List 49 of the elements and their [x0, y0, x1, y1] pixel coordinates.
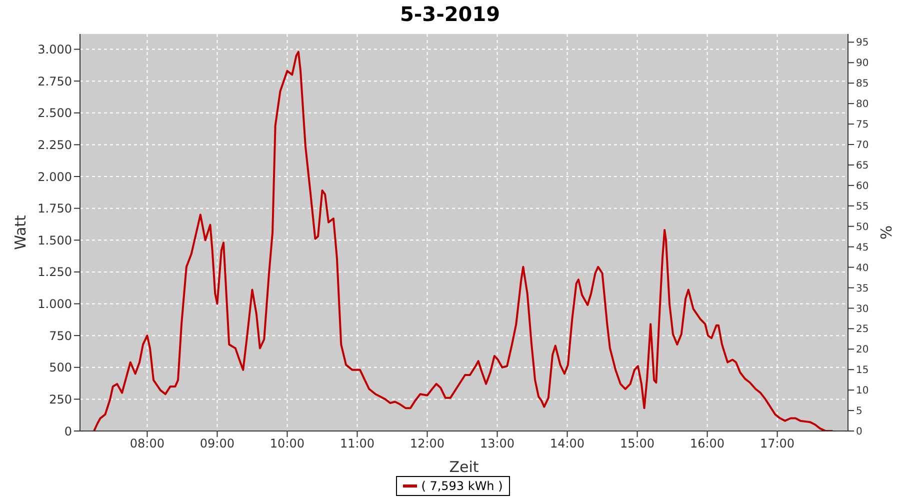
x-tick-label: 09:00 [200, 436, 235, 451]
y2-tick-label: 35 [856, 283, 869, 294]
y-tick-label: 1.500 [38, 233, 72, 248]
x-tick-label: 13:00 [480, 436, 515, 451]
y2-tick-label: 80 [856, 99, 869, 110]
y-tick-label: 1.250 [38, 265, 72, 280]
x-tick-label: 08:00 [130, 436, 165, 451]
y2-tick-label: 60 [856, 180, 869, 192]
y2-tick-label: 30 [856, 304, 869, 315]
y2-tick-label: 65 [856, 160, 869, 172]
chart-title: 5-3-2019 [398, 2, 502, 26]
y-tick-label: 500 [49, 360, 72, 375]
y2-tick-label: 20 [856, 344, 869, 356]
y-axis-title: Watt [11, 214, 30, 250]
x-tick-label: 11:00 [340, 436, 375, 451]
x-axis-title: Zeit [449, 458, 479, 476]
y2-tick-label: 40 [856, 262, 869, 274]
y-tick-label: 750 [49, 328, 72, 343]
y-tick-label: 2.250 [38, 138, 72, 152]
x-tick-label: 12:00 [410, 436, 445, 451]
y2-tick-label: 55 [856, 201, 869, 212]
y2-tick-label: 75 [856, 120, 869, 131]
y2-tick-label: 50 [856, 222, 869, 233]
x-tick-label: 10:00 [270, 436, 305, 451]
y2-tick-label: 25 [856, 324, 869, 336]
x-tick-label: 14:00 [550, 436, 585, 451]
y2-tick-label: 45 [856, 242, 869, 254]
x-tick-label: 15:00 [620, 436, 655, 451]
y2-tick-label: 5 [856, 406, 862, 418]
x-tick-label: 16:00 [690, 436, 725, 451]
y2-axis-title: % [877, 225, 896, 240]
y-tick-label: 2.750 [38, 74, 72, 88]
line-series [93, 50, 834, 431]
y-tick-label: 2.000 [38, 170, 72, 184]
y-tick-label: 2.500 [38, 106, 72, 120]
y2-tick-label: 15 [856, 365, 869, 376]
y-tick-label: 250 [49, 392, 72, 406]
y2-tick-label: 95 [856, 38, 869, 49]
legend-label: ( 7,593 kWh ) [421, 479, 503, 493]
x-tick-label: 17:00 [760, 436, 795, 451]
y-tick-label: 1.000 [38, 297, 72, 312]
y-tick-label: 3.000 [38, 42, 72, 57]
y-tick-label: 1.750 [38, 202, 72, 216]
y2-tick-label: 90 [856, 58, 869, 70]
y2-tick-label: 70 [856, 140, 869, 152]
y-tick-label: 0 [64, 424, 72, 438]
y2-tick-label: 10 [856, 386, 869, 397]
y2-tick-label: 0 [856, 426, 862, 438]
y2-tick-label: 85 [856, 78, 869, 90]
